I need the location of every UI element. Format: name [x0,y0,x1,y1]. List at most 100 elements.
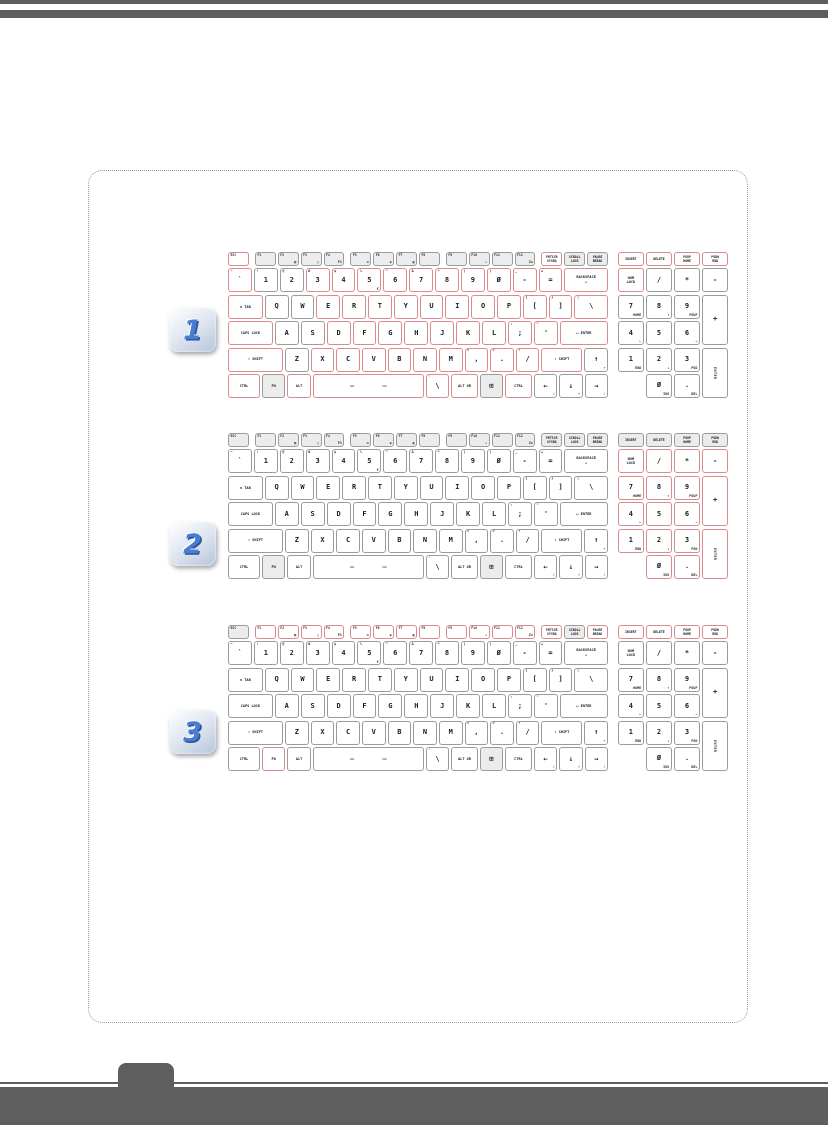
key-v: V [361,347,386,372]
key-f8: F8 [419,252,440,266]
key-np6: 6 → [674,502,700,527]
key-h: H [404,694,429,719]
key-npenter: ENTER [702,528,728,579]
key-f2: F2 ▦ [277,433,299,447]
key-s: S [300,694,325,719]
header-bar [0,10,828,18]
key-np9: 9 PGUP [674,294,700,319]
key-np3: 3 PGD [674,528,700,553]
key-minus: _ - [512,449,537,474]
key-npdel: DELETE [646,433,672,447]
key-n6: ^ 6 [383,641,408,666]
key-np3: 3 PGD [674,720,700,745]
key-esc: ESC [228,433,249,447]
key-f12: F12 Zz [514,433,536,447]
key-nppgdn: PGDN END [702,625,728,639]
keyboard-main-area: ESC F1 F2 ▦ F3 ▢ F4 P1 F5 ▬ F6 ◉ F7 ▣ F8 F9 F10 ✈ F11 F12 Zz… [228,625,609,772]
key-row: ~ `! 1 @2 #3 $4% 5 € ^ 6 & 7 * 8(9) Ø _ - + = BACKSPACE ← [228,268,608,293]
key-n3: #3 [305,268,330,293]
key-np1: 1 END [618,720,644,745]
key-g: G [378,694,403,719]
key-d: D [326,321,351,346]
key-altgr: ALT GR [451,747,478,772]
key-b: B [387,720,412,745]
key-npdel: DELETE [646,625,672,639]
key-n2: @2 [279,641,304,666]
key-f3: F3 ▢ [300,433,322,447]
key-rshift: ⇧ SHIFT [541,720,583,745]
keyboard-main-area: ESC F1 F2 ▦ F3 ▢ F4 P1 F5 ▬ F6 ◉ F7 ▣ F8 F9 F10 ✈ F11 F12 Zz… [228,433,609,580]
key-n: N [413,528,437,553]
key-lshift: ⇧ SHIFT [228,720,284,745]
key-a: A [274,502,299,527]
function-key-row: ESC F1 F2 ▦ F3 ▢ F4 P1 F5 ▬ F6 ◉ F7 ▣ F8 F9 F10 ✈ F11 F12 Zz… [228,252,608,266]
key-u: U [419,294,444,319]
key-v: V [361,528,386,553]
key-npdiv: / [646,449,672,474]
key-rbrk: }] [548,667,573,692]
keyboard-main-area: ESC F1 F2 ▦ F3 ▢ F4 P1 F5 ▬ F6 ◉ F7 ▣ F8 F9 F10 ✈ F11 F12 Zz… [228,252,609,399]
key-n8: * 8 [435,268,459,293]
key-q: Q [264,475,289,500]
key-f: F [352,694,377,719]
key-f6: F6 ◉ [373,252,395,266]
key-npmul: * [674,268,700,293]
key-row: ⇧ SHIFT Z X C V B N M <, >.? / ⇧ SHIFT ↑ ☀ [228,720,609,745]
key-lbrk: {[ [522,667,547,692]
key-backspace: BACKSPACE ← [564,641,608,666]
figure-3-number: 3 [183,716,202,748]
key-nppgdn: PGDN END [702,433,728,447]
numeric-keypad: INSERT DELETE PGUP HOME PGDN END NUM LOCK / * -… [618,433,728,579]
key-npdot: . DEL [674,373,700,398]
key-f6: F6 ◉ [373,433,395,447]
key-pause: PAUSE BREAK [587,433,608,447]
key-n8: * 8 [435,449,459,474]
key-o: O [471,294,496,319]
key-np4: 4 ← [618,694,644,719]
key-rbrk: }] [548,475,573,500]
key-f11: F11 [491,433,513,447]
key-equals: + = [538,641,563,666]
key-up: ↑ ☀ [584,528,609,553]
key-np4: 4 ← [618,321,644,346]
key-rbrk: }] [548,294,573,319]
key-grave: ~ ` [228,268,252,293]
key-q: Q [264,667,289,692]
key-y: Y [393,294,418,319]
key-np5: 5 [646,321,672,346]
figure-2-badge: 2 [169,522,216,566]
key-row: ⇆ TAB Q W E R T Y U I O P{[}] | \ [228,667,609,692]
key-lbrk: {[ [522,294,547,319]
key-i: I [445,475,470,500]
key-u: U [419,475,444,500]
key-win: ⊞ [479,747,504,772]
key-f8: F8 [419,625,440,639]
key-alt: ALT [287,374,311,399]
dotted-panel [88,170,748,1023]
key-npenter: ENTER [702,347,728,398]
key-prtscr: PRTSCR SYSRQ [541,625,563,639]
key-h: H [404,321,429,346]
key-npnum: NUM LOCK [618,641,644,666]
key-lshift: ⇧ SHIFT [228,347,284,372]
key-right: → ♪ [584,747,608,772]
key-row: CTRL FN ALT — — ' \ ALT GR ⊞ CTRL ← ♪ ↓ ☀ → ♪ [228,555,608,580]
key-n1: ! 1 [253,268,278,293]
key-f3: F3 ▢ [300,252,322,266]
key-npplus: + [702,667,728,719]
key-npminus: - [702,268,728,293]
key-f12: F12 Zz [514,625,536,639]
key-np2: 2 ↓ [646,720,672,745]
key-f1: F1 [254,625,276,639]
key-left: ← ♪ [533,747,558,772]
key-n7: & 7 [409,641,433,666]
key-c: C [336,528,360,553]
key-b: B [387,347,412,372]
key-lbrk: {[ [522,475,547,500]
key-row: ⇧ SHIFT Z X C V B N M <, >.? / ⇧ SHIFT ↑ ☀ [228,528,609,553]
key-k: K [456,694,481,719]
key-f1: F1 [254,433,276,447]
key-pause: PAUSE BREAK [587,252,608,266]
key-down: ↓ ☀ [559,555,583,580]
key-n9: (9 [460,268,485,293]
